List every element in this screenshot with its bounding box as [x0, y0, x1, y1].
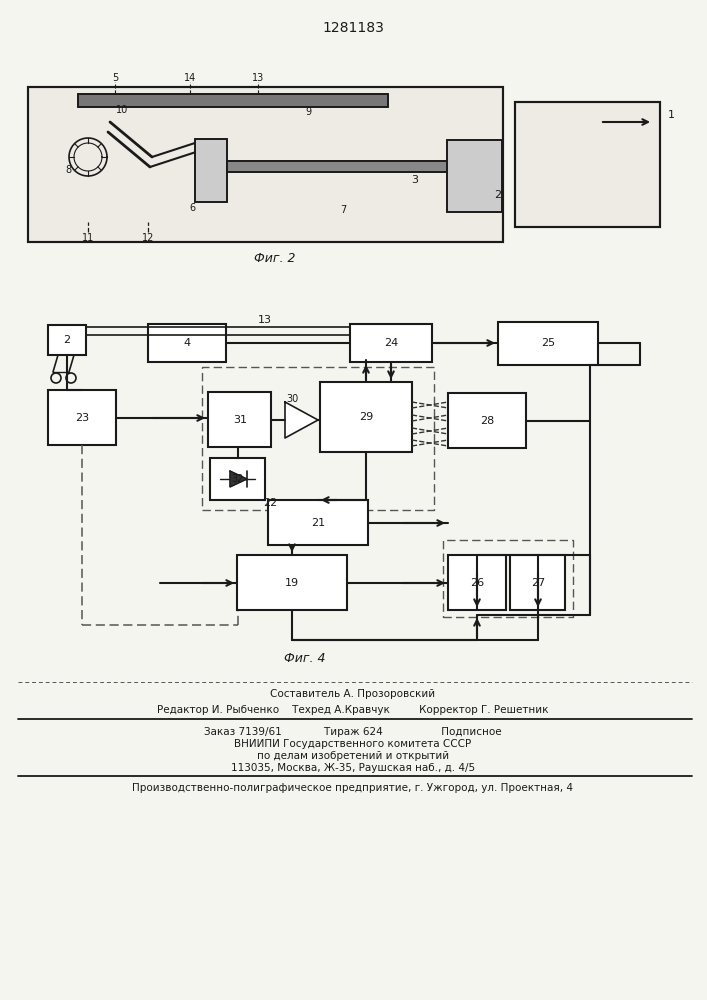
- Text: 10: 10: [116, 105, 128, 115]
- Bar: [237, 555, 347, 610]
- Text: 19: 19: [285, 578, 299, 588]
- Bar: [447, 140, 502, 212]
- Bar: [78, 94, 388, 107]
- Text: 11: 11: [82, 233, 94, 243]
- Text: по делам изобретений и открытий: по делам изобретений и открытий: [257, 751, 449, 761]
- Bar: [208, 392, 271, 447]
- Text: Заказ 7139/61             Тираж 624                  Подписное: Заказ 7139/61 Тираж 624 Подписное: [204, 727, 502, 737]
- Text: 2: 2: [64, 335, 71, 345]
- Bar: [510, 555, 565, 610]
- Text: 26: 26: [470, 578, 484, 588]
- Bar: [447, 140, 502, 212]
- Bar: [48, 325, 86, 355]
- Text: 3: 3: [411, 175, 419, 185]
- Text: 13: 13: [252, 73, 264, 83]
- Bar: [195, 139, 227, 202]
- Text: 28: 28: [480, 416, 494, 426]
- Bar: [28, 87, 503, 242]
- Bar: [148, 324, 226, 362]
- Text: 1281183: 1281183: [322, 21, 384, 35]
- Bar: [448, 393, 526, 448]
- Text: 32: 32: [232, 474, 244, 484]
- Text: 13: 13: [258, 315, 272, 325]
- Text: Производственно-полиграфическое предприятие, г. Ужгород, ул. Проектная, 4: Производственно-полиграфическое предприя…: [132, 783, 573, 793]
- Text: ВНИИПИ Государственного комитета СССР: ВНИИПИ Государственного комитета СССР: [235, 739, 472, 749]
- Text: 29: 29: [359, 412, 373, 422]
- Text: Фиг. 2: Фиг. 2: [255, 251, 296, 264]
- Text: 12: 12: [142, 233, 154, 243]
- Text: 6: 6: [189, 203, 195, 213]
- Text: 30: 30: [286, 394, 298, 404]
- Text: 31: 31: [233, 415, 247, 425]
- Text: Редактор И. Рыбченко    Техред А.Кравчук         Корректор Г. Решетник: Редактор И. Рыбченко Техред А.Кравчук Ко…: [157, 705, 549, 715]
- Text: 14: 14: [184, 73, 196, 83]
- Text: Составитель А. Прозоровский: Составитель А. Прозоровский: [271, 689, 436, 699]
- Text: 7: 7: [340, 205, 346, 215]
- Text: 1: 1: [667, 110, 674, 120]
- Text: 2: 2: [494, 190, 501, 200]
- Bar: [28, 87, 503, 242]
- Bar: [48, 390, 116, 445]
- Text: 24: 24: [384, 338, 398, 348]
- Bar: [515, 102, 660, 227]
- Bar: [350, 324, 432, 362]
- Text: 113035, Москва, Ж-35, Раушская наб., д. 4/5: 113035, Москва, Ж-35, Раушская наб., д. …: [231, 763, 475, 773]
- Bar: [515, 102, 660, 227]
- Polygon shape: [285, 402, 318, 438]
- Bar: [498, 322, 598, 365]
- Text: 27: 27: [531, 578, 545, 588]
- Text: 9: 9: [305, 107, 311, 117]
- Text: 8: 8: [65, 165, 71, 175]
- Bar: [268, 500, 368, 545]
- Bar: [448, 555, 506, 610]
- Bar: [320, 382, 412, 452]
- Polygon shape: [230, 471, 247, 487]
- Bar: [227, 161, 457, 172]
- Text: 21: 21: [311, 518, 325, 528]
- Text: 5: 5: [112, 73, 118, 83]
- Bar: [195, 139, 227, 202]
- Text: 4: 4: [183, 338, 191, 348]
- Bar: [78, 94, 388, 107]
- Bar: [227, 161, 457, 172]
- Text: 25: 25: [541, 338, 555, 348]
- Text: Фиг. 4: Фиг. 4: [284, 652, 326, 664]
- Text: 23: 23: [75, 413, 89, 423]
- Bar: [210, 458, 265, 500]
- Text: 22: 22: [263, 498, 277, 508]
